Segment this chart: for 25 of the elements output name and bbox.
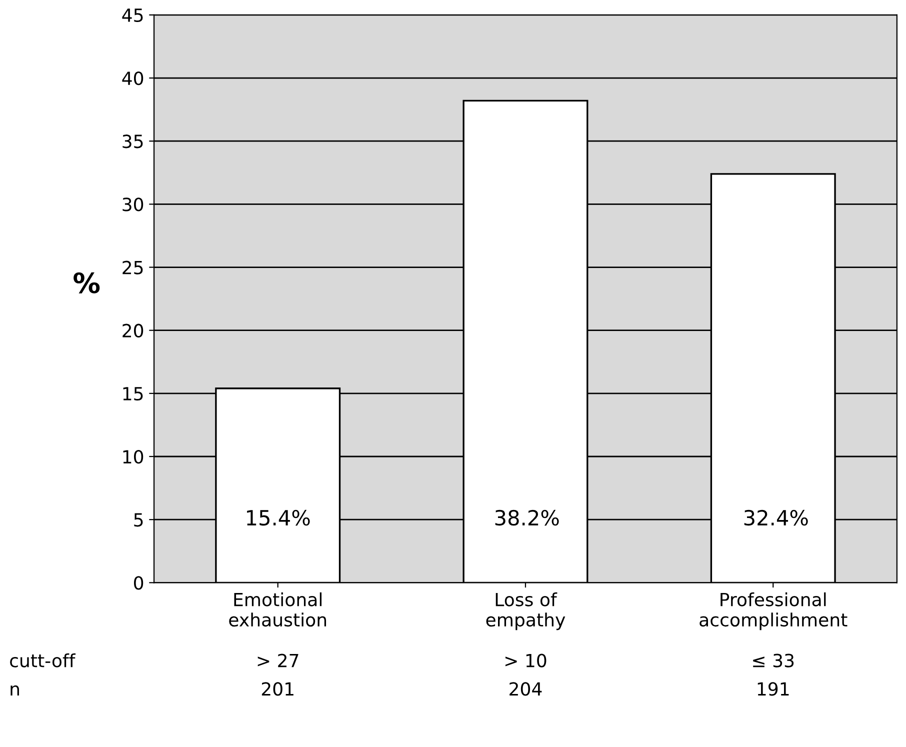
y-tick-label: 30 bbox=[122, 198, 144, 212]
text: > 27 bbox=[258, 654, 298, 668]
text: 201 bbox=[262, 682, 294, 696]
text: n bbox=[10, 685, 19, 696]
text: ≤ 33 bbox=[753, 654, 794, 668]
x-tick-label: Loss of empathy bbox=[486, 592, 566, 630]
text: cutt-off bbox=[10, 653, 76, 668]
y-tick-label: 15 bbox=[123, 387, 143, 401]
y-tick-label: 40 bbox=[122, 71, 144, 86]
y-tick-label: 20 bbox=[122, 324, 144, 338]
y-tick-label: 45 bbox=[122, 8, 143, 22]
x-tick-label: Emotional exhaustion bbox=[229, 592, 326, 627]
y-tick-label: 25 bbox=[122, 260, 143, 274]
data-label: 38.2% bbox=[495, 510, 559, 526]
text: > 10 bbox=[505, 654, 546, 668]
data-label: 32.4% bbox=[744, 510, 808, 526]
y-axis-title: % bbox=[74, 272, 100, 294]
x-tick-label: Professional accomplishment bbox=[700, 592, 848, 630]
text: 191 bbox=[758, 682, 789, 696]
y-tick-label: 35 bbox=[122, 134, 143, 148]
y-tick-label: 0 bbox=[134, 576, 144, 590]
text: 204 bbox=[510, 682, 542, 696]
y-tick-label: 10 bbox=[123, 450, 144, 464]
data-label: 15.4% bbox=[247, 510, 310, 526]
y-tick-label: 5 bbox=[134, 513, 143, 527]
